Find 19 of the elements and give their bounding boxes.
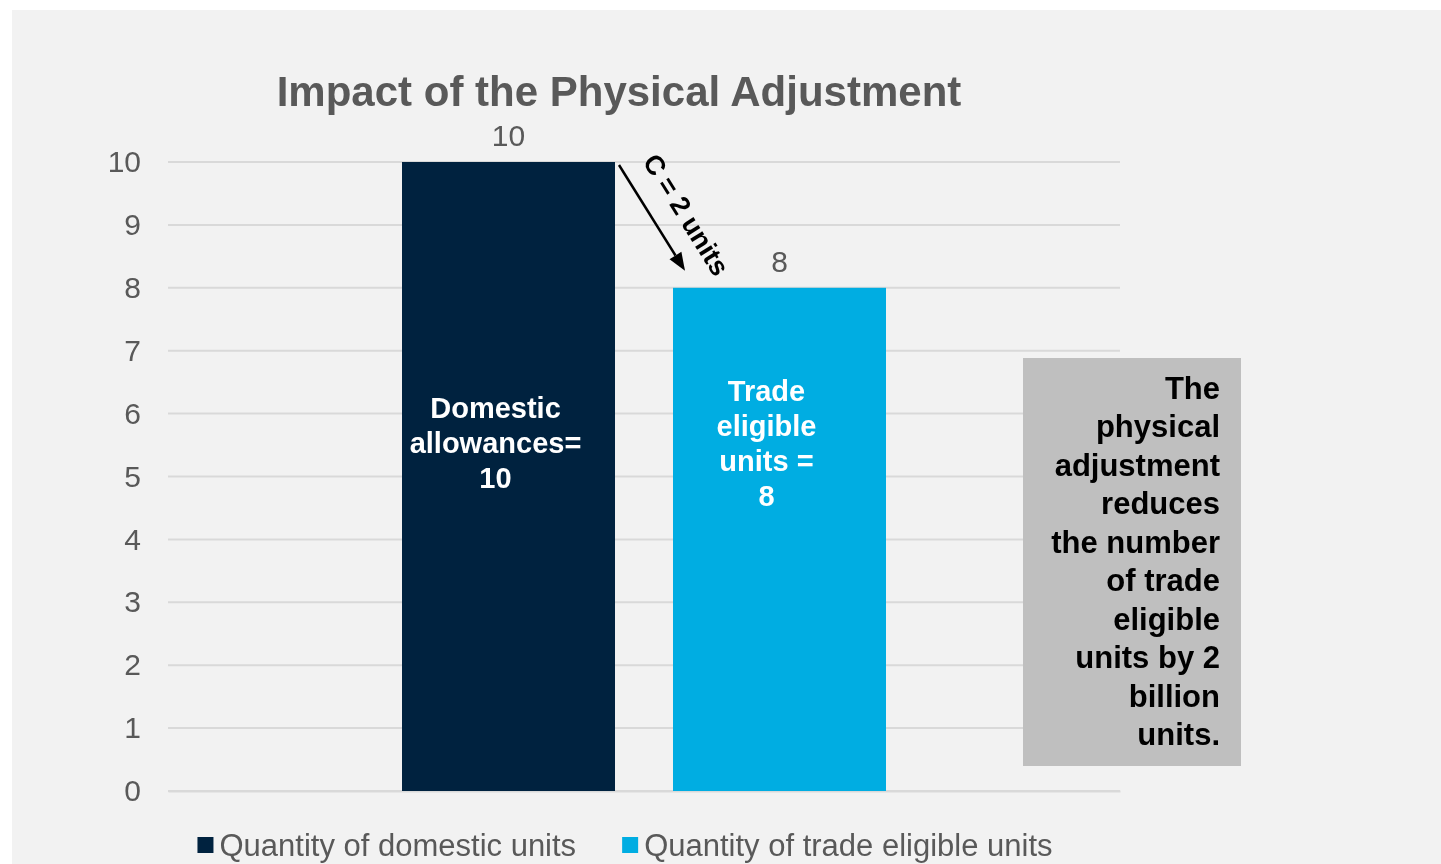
y-tick-label: 10 [107, 145, 141, 179]
annotation: Domestic allowances= 10 [409, 392, 582, 495]
y-tick-label: 5 [124, 459, 141, 493]
y-tick-label: 1 [124, 711, 141, 745]
y-tick-label: 0 [124, 774, 141, 808]
y-tick-label: 7 [124, 333, 141, 367]
data-label: 10 [491, 119, 526, 152]
legend-label: Quantity of domestic units [219, 827, 577, 863]
annotation: Trade eligible units = 8 [716, 374, 817, 512]
data-label: 8 [771, 244, 788, 278]
text: The physical adjustment reduces the number of trade eligible units by 2 billion units. [1051, 370, 1220, 753]
y-tick-label: 4 [124, 522, 141, 556]
y-tick-label: 2 [124, 648, 141, 682]
y-tick-label: 8 [124, 270, 141, 304]
y-tick-label: 9 [124, 208, 141, 241]
legend-label: Quantity of trade eligible units [644, 827, 1053, 863]
y-tick-label: 3 [124, 585, 141, 619]
chart-title: Impact of the Physical Adjustment [276, 68, 962, 115]
y-tick-label: 6 [124, 396, 141, 430]
